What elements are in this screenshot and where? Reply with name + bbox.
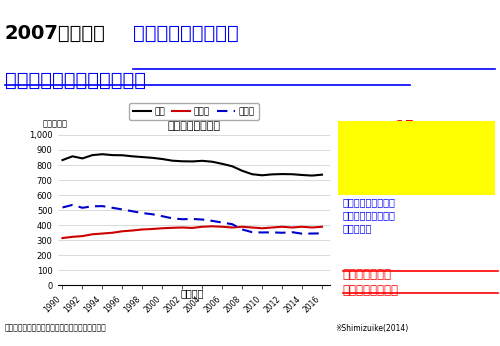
北海道 (219, 225, 225, 229)
都府県 (90, 204, 96, 208)
Text: （年度）: （年度） (181, 288, 204, 298)
北海道 (60, 236, 66, 240)
合計 (249, 172, 255, 176)
合計 (160, 157, 166, 161)
合計 (239, 169, 245, 173)
合計 (170, 158, 175, 163)
都府県 (209, 219, 215, 223)
都府県 (80, 206, 86, 210)
北海道 (70, 235, 75, 239)
合計 (209, 160, 215, 164)
合計 (100, 152, 105, 156)
都府県 (140, 211, 145, 215)
合計 (70, 154, 75, 158)
都府県 (279, 231, 285, 235)
北海道 (299, 225, 305, 229)
Text: 2007年以降、: 2007年以降、 (5, 24, 106, 43)
都府県 (229, 222, 235, 226)
北海道 (120, 229, 126, 233)
Title: 生乳生産量の推移: 生乳生産量の推移 (167, 121, 220, 131)
Line: 北海道: 北海道 (62, 226, 322, 238)
都府県 (130, 209, 136, 213)
北海道 (319, 225, 325, 229)
Text: ※Shimizuike(2014): ※Shimizuike(2014) (335, 324, 408, 333)
Text: 不足を補うため
乳製品輸入の増加: 不足を補うため 乳製品輸入の増加 (342, 268, 398, 297)
合計 (259, 173, 265, 177)
合計 (150, 156, 156, 160)
北海道 (110, 231, 116, 235)
北海道 (190, 226, 196, 230)
合計 (190, 160, 196, 164)
都府県 (70, 203, 75, 207)
合計 (80, 156, 86, 161)
北海道 (140, 227, 145, 231)
合計 (130, 154, 136, 158)
都府県 (120, 207, 126, 211)
Text: 経営規模拡大、所得
回復傾向だが、生産
減少が継続: 経営規模拡大、所得 回復傾向だが、生産 減少が継続 (342, 197, 396, 234)
都府県 (100, 204, 105, 208)
都府県 (60, 206, 66, 210)
北海道 (130, 228, 136, 233)
Text: 伴う需給逼迫の断続的発生: 伴う需給逼迫の断続的発生 (5, 71, 146, 90)
北海道 (100, 231, 105, 236)
北海道 (180, 226, 186, 230)
北海道 (249, 226, 255, 230)
都府県 (249, 230, 255, 234)
合計 (140, 155, 145, 159)
都府県 (319, 231, 325, 235)
都府県 (199, 217, 205, 221)
Text: （万トン）: （万トン） (42, 119, 68, 128)
北海道 (259, 226, 265, 230)
Line: 合計: 合計 (62, 154, 322, 175)
都府県 (150, 212, 156, 216)
北海道 (170, 226, 175, 230)
合計 (229, 164, 235, 168)
Text: 生乳生産量の減少に: 生乳生産量の減少に (132, 24, 238, 43)
合計 (180, 159, 186, 163)
合計 (319, 173, 325, 177)
北海道 (199, 225, 205, 229)
合計 (299, 173, 305, 177)
都府県 (239, 227, 245, 231)
北海道 (269, 226, 275, 230)
Legend: 合計, 北海道, 都府県: 合計, 北海道, 都府県 (129, 103, 258, 120)
合計 (60, 158, 66, 162)
合計 (90, 153, 96, 157)
都府県 (160, 214, 166, 218)
北海道 (150, 227, 156, 231)
北海道 (209, 224, 215, 228)
北海道 (80, 234, 86, 238)
合計 (289, 172, 295, 176)
北海道 (289, 226, 295, 230)
合計 (279, 172, 285, 176)
合計 (199, 159, 205, 163)
北海道 (90, 232, 96, 236)
合計 (120, 153, 126, 157)
Text: 15年間で
100万トン
の減少！: 15年間で 100万トン の減少！ (389, 119, 446, 172)
Text: 資料：農林水産省「牛乳乳製品統計」より作成。: 資料：農林水産省「牛乳乳製品統計」より作成。 (5, 324, 107, 333)
都府県 (180, 217, 186, 221)
都府県 (170, 216, 175, 220)
合計 (110, 153, 116, 157)
都府県 (110, 206, 116, 210)
Line: 都府県: 都府県 (62, 205, 322, 234)
北海道 (160, 226, 166, 230)
北海道 (239, 225, 245, 229)
北海道 (279, 225, 285, 229)
合計 (309, 173, 315, 177)
都府県 (259, 230, 265, 235)
都府県 (219, 220, 225, 225)
都府県 (269, 230, 275, 234)
都府県 (309, 231, 315, 236)
合計 (269, 172, 275, 176)
合計 (219, 162, 225, 166)
北海道 (309, 226, 315, 230)
都府県 (190, 217, 196, 221)
都府県 (289, 230, 295, 234)
都府県 (299, 231, 305, 236)
北海道 (229, 226, 235, 230)
